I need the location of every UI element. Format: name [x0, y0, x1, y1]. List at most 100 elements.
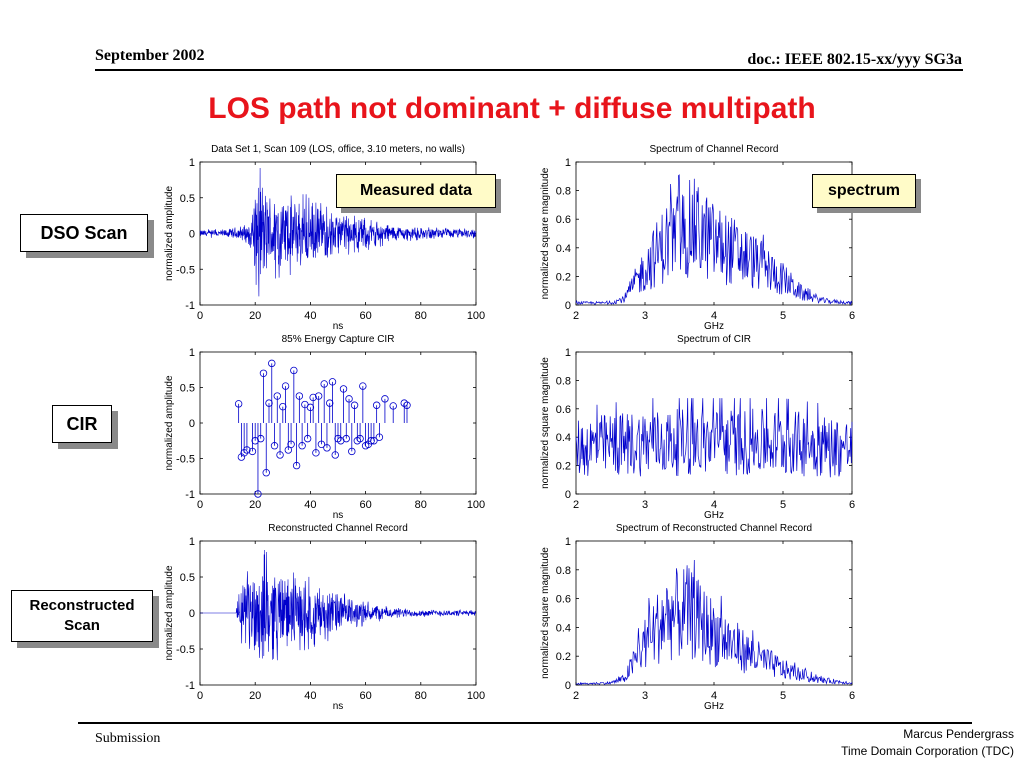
y-tick-label-5-2: 0.6 [556, 594, 571, 606]
callout-spectrum: spectrum [812, 174, 916, 208]
y-tick-label-1-4: 0.2 [556, 271, 571, 283]
stem-marker-24 [303, 434, 312, 443]
y-tick-label-3-3: 0.4 [556, 432, 571, 444]
y-tick-label-5-1: 0.8 [556, 565, 571, 577]
x-tick-label-1-1: 3 [642, 310, 648, 322]
stem-marker-39 [345, 395, 353, 403]
y-tick-label-2-2: 0 [189, 418, 195, 430]
stem-marker-32 [326, 399, 334, 407]
x-tick-label-2-1: 20 [249, 499, 261, 511]
stem-marker-25 [306, 403, 315, 412]
stem-marker-52 [389, 402, 397, 410]
plot-title-1: Spectrum of Channel Record [650, 144, 779, 155]
y-tick-label-4-1: 0.5 [180, 572, 195, 584]
x-tick-label-5-0: 2 [573, 690, 579, 702]
stem-marker-27 [312, 449, 320, 457]
stem-marker-34 [331, 451, 339, 459]
x-axis-label-2: ns [333, 510, 344, 521]
callout-spectrum-text: spectrum [827, 182, 901, 199]
stem-marker-51 [381, 395, 389, 403]
x-tick-label-5-2: 4 [711, 690, 717, 702]
stem-marker-43 [356, 434, 364, 443]
label-dso-scan: DSO Scan [20, 214, 148, 252]
x-tick-label-2-4: 80 [415, 499, 427, 511]
y-tick-label-2-0: 1 [189, 347, 195, 359]
stem-marker-40 [348, 447, 356, 456]
slide-title: LOS path not dominant + diffuse multipat… [208, 92, 816, 125]
footer-submission: Submission [95, 731, 161, 746]
label-recon-line2: Scan [64, 617, 100, 634]
x-tick-label-3-3: 5 [780, 499, 786, 511]
stem-marker-50 [375, 433, 384, 441]
y-tick-label-1-5: 0 [565, 300, 571, 312]
x-tick-label-0-4: 80 [415, 310, 427, 322]
callout-measured-data: Measured data [336, 174, 496, 208]
stem-marker-18 [287, 440, 295, 448]
x-tick-label-0-3: 60 [359, 310, 371, 322]
y-axis-label-1: normalized square magnitude [540, 167, 551, 299]
stem-marker-12 [270, 442, 279, 450]
y-tick-label-0-4: -1 [185, 300, 195, 312]
plot-title-3: Spectrum of CIR [677, 334, 751, 345]
stem-marker-41 [350, 401, 359, 409]
x-axis-label-3: GHz [704, 510, 724, 521]
stem-marker-13 [273, 392, 281, 400]
y-tick-label-5-5: 0 [565, 680, 571, 692]
x-tick-label-0-5: 100 [467, 310, 485, 322]
y-tick-label-1-2: 0.6 [556, 214, 571, 226]
x-tick-label-0-2: 40 [304, 310, 316, 322]
x-tick-label-3-2: 4 [711, 499, 717, 511]
stem-marker-1 [237, 453, 246, 461]
stem-marker-3 [243, 446, 251, 454]
footer-author-org: Time Domain Corporation (TDC) [841, 744, 1014, 758]
x-tick-label-3-0: 2 [573, 499, 579, 511]
stem-marker-33 [328, 378, 337, 386]
stem-marker-31 [323, 444, 331, 452]
footer-author: Marcus Pendergrass Time Domain Corporati… [841, 726, 1014, 760]
stem-marker-30 [320, 380, 328, 388]
stem-marker-37 [339, 385, 348, 393]
stem-marker-48 [370, 437, 378, 445]
y-axis-label-2: normalized amplitude [164, 375, 175, 470]
label-recon-line1: Reconstructed [29, 597, 135, 614]
y-tick-label-0-2: 0 [189, 229, 195, 241]
y-tick-label-4-4: -1 [185, 680, 195, 692]
y-tick-label-0-1: 0.5 [180, 193, 195, 205]
y-axis-label-3: normalized square magnitude [540, 357, 551, 489]
stem-marker-44 [359, 382, 367, 390]
stem-marker-26 [309, 393, 317, 402]
stem-marker-47 [367, 437, 375, 445]
x-tick-label-4-1: 20 [249, 690, 261, 702]
y-tick-label-5-3: 0.4 [556, 622, 571, 634]
x-axis-label-5: GHz [704, 701, 724, 712]
stem-marker-28 [314, 392, 323, 400]
stem-marker-10 [265, 399, 273, 407]
y-tick-label-1-3: 0.4 [556, 243, 571, 255]
x-tick-label-3-4: 6 [849, 499, 855, 511]
stem-marker-22 [298, 442, 306, 450]
y-tick-label-0-3: -0.5 [176, 264, 195, 276]
x-axis-label-1: GHz [704, 321, 724, 332]
series-line-3 [575, 398, 853, 478]
y-tick-label-4-2: 0 [189, 608, 195, 620]
x-tick-label-0-0: 0 [197, 310, 203, 322]
stem-marker-20 [292, 461, 301, 470]
plot-title-5: Spectrum of Reconstructed Channel Record [616, 523, 812, 534]
x-tick-label-1-3: 5 [780, 310, 786, 322]
y-tick-label-5-0: 1 [565, 536, 571, 548]
stem-marker-19 [290, 366, 298, 375]
stem-marker-16 [281, 382, 290, 390]
stem-marker-7 [257, 434, 265, 443]
stem-marker-2 [240, 449, 248, 457]
stem-marker-8 [259, 369, 268, 377]
label-dso-scan-text: DSO Scan [40, 222, 128, 243]
y-tick-label-3-5: 0 [565, 489, 571, 501]
label-cir-text: CIR [66, 413, 98, 434]
stem-marker-29 [317, 440, 326, 448]
x-axis-label-0: ns [333, 321, 344, 332]
x-tick-label-4-3: 60 [359, 690, 371, 702]
stem-marker-15 [279, 402, 287, 411]
series-line-0 [199, 167, 477, 297]
header-rule [95, 69, 963, 71]
